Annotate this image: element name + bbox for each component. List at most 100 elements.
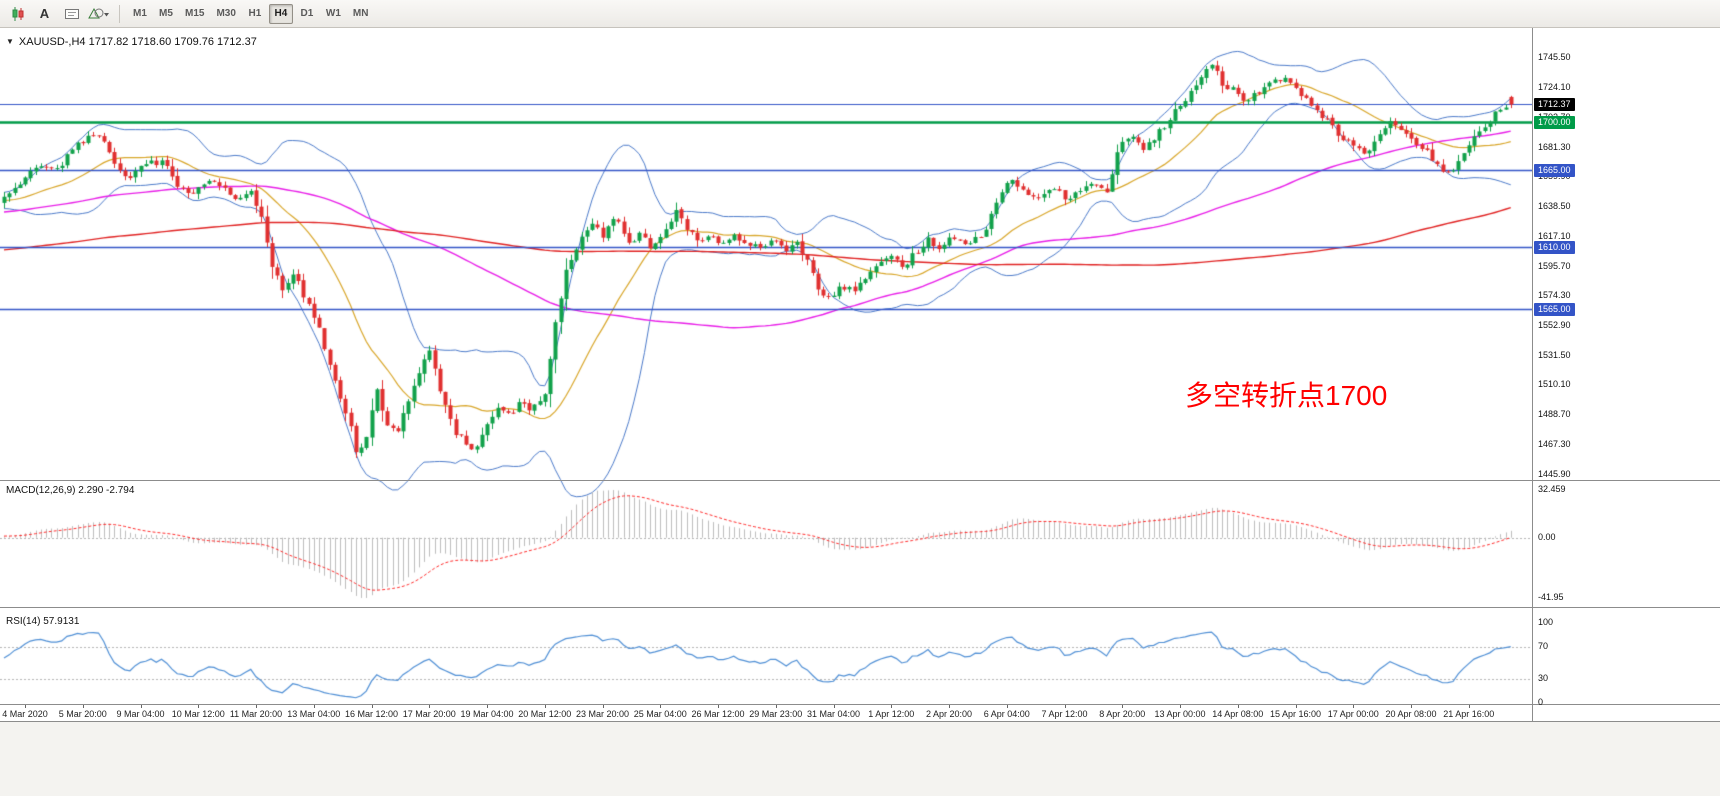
time-axis-label: 1 Apr 12:00 xyxy=(868,709,915,719)
macd-axis-label: 0.00 xyxy=(1538,531,1556,542)
bottom-strip xyxy=(0,722,1720,796)
price-level-badge: 1665.00 xyxy=(1534,164,1575,178)
timeframe-group: M1 M5 M15 M30 H1 H4 D1 W1 MN xyxy=(128,3,373,24)
price-scale[interactable]: 1745.501724.101702.701681.301659.901638.… xyxy=(1533,28,1720,722)
time-tick xyxy=(1006,705,1008,708)
timeframe-button-h4[interactable]: H4 xyxy=(268,3,293,24)
time-tick xyxy=(891,705,893,708)
candlestick-mode-icon[interactable] xyxy=(5,3,30,25)
timeframe-button-d1[interactable]: D1 xyxy=(300,8,314,19)
price-axis-label: 1552.90 xyxy=(1538,319,1571,330)
time-axis-label: 23 Mar 20:00 xyxy=(575,709,630,719)
timeframe-button-m1[interactable]: M1 xyxy=(133,8,147,19)
time-axis-label: 2 Apr 20:00 xyxy=(925,709,973,719)
price-axis-label: 1745.50 xyxy=(1538,52,1571,63)
time-tick xyxy=(1353,705,1355,708)
time-tick xyxy=(833,705,835,708)
price-axis-label: 1681.30 xyxy=(1538,141,1571,152)
panel-separator[interactable] xyxy=(0,607,1720,608)
time-tick xyxy=(718,705,719,708)
time-tick xyxy=(82,705,84,708)
time-axis-label: 15 Apr 16:00 xyxy=(1269,709,1322,719)
time-tick xyxy=(140,705,142,708)
time-axis-label: 17 Mar 20:00 xyxy=(402,709,456,719)
time-axis-label: 20 Mar 12:00 xyxy=(518,709,572,719)
timeframe-button-w1[interactable]: W1 xyxy=(325,8,341,19)
time-axis-label: 26 Mar 12:00 xyxy=(691,709,745,719)
time-axis-label: 10 Mar 12:00 xyxy=(171,709,225,719)
chart-title: ▼ XAUUSD-,H4 1717.82 1718.60 1709.76 171… xyxy=(6,36,257,48)
chart-annotation[interactable]: 多空转折点1700 xyxy=(1185,380,1388,411)
price-level-badge: 1700.00 xyxy=(1534,115,1575,129)
price-level-badge: 1565.00 xyxy=(1534,303,1575,317)
time-tick xyxy=(1122,705,1124,708)
text-tool-icon[interactable]: A xyxy=(39,6,50,21)
price-axis-label: 1445.90 xyxy=(1538,468,1571,479)
price-axis-label: 1488.70 xyxy=(1538,409,1571,420)
rsi-axis-label: 70 xyxy=(1538,641,1549,651)
time-axis-label: 8 Apr 20:00 xyxy=(1099,709,1146,719)
time-tick xyxy=(487,705,488,708)
time-tick xyxy=(1180,705,1181,708)
time-axis-label: 20 Apr 08:00 xyxy=(1385,709,1437,719)
time-scale[interactable]: 4 Mar 2020 5 Mar 20:00 9 Mar 04:00 10 Mar 1… xyxy=(0,705,1532,722)
macd-axis-label: 32.459 xyxy=(1538,484,1566,494)
price-axis-label: 1638.50 xyxy=(1538,201,1571,212)
price-axis-label: 1531.50 xyxy=(1538,349,1571,360)
time-axis-label: 13 Apr 00:00 xyxy=(1154,709,1206,719)
time-axis-label: 19 Mar 04:00 xyxy=(460,709,514,719)
time-tick xyxy=(1237,705,1239,708)
time-tick xyxy=(775,705,777,708)
time-axis-label: 6 Apr 04:00 xyxy=(983,709,1030,719)
time-tick xyxy=(25,705,26,708)
time-tick xyxy=(256,705,257,708)
time-tick xyxy=(1411,705,1412,708)
time-axis-label: 29 Mar 23:00 xyxy=(749,709,803,719)
time-axis-label: 13 Mar 04:00 xyxy=(287,709,341,719)
time-axis-label: 31 Mar 04:00 xyxy=(806,709,861,719)
rsi-axis-label: 30 xyxy=(1538,673,1549,683)
timeframe-button-mn[interactable]: MN xyxy=(352,8,369,19)
time-axis-label: 21 Apr 16:00 xyxy=(1443,709,1495,719)
time-tick xyxy=(429,705,431,708)
toolbar-separator xyxy=(119,4,120,23)
time-tick xyxy=(544,705,546,708)
time-axis-label: 5 Mar 20:00 xyxy=(58,709,107,719)
timeframe-button-m30[interactable]: M30 xyxy=(216,8,236,19)
rsi-axis-label: 100 xyxy=(1538,617,1554,627)
chart-bottom-edge xyxy=(0,721,1720,722)
time-tick xyxy=(660,705,662,708)
chart-area: ▼ XAUUSD-,H4 1717.82 1718.60 1709.76 171… xyxy=(0,28,1720,722)
time-tick xyxy=(602,705,604,708)
timeframe-button-m15[interactable]: M15 xyxy=(185,8,205,19)
time-axis-label: 17 Apr 00:00 xyxy=(1327,709,1379,719)
time-tick xyxy=(313,705,315,708)
price-level-badge: 1610.00 xyxy=(1534,240,1575,254)
shapes-icon[interactable] xyxy=(86,3,111,25)
chart-dropdown-icon[interactable]: ▼ xyxy=(6,37,14,46)
price-level-badge: 1712.37 xyxy=(1534,98,1575,112)
rsi-label: RSI(14) 57.9131 xyxy=(6,616,80,627)
time-scale-separator xyxy=(0,704,1720,705)
rsi-axis-label: 0 xyxy=(1538,697,1544,707)
time-axis-label: 25 Mar 04:00 xyxy=(633,709,687,719)
price-axis-label: 1467.30 xyxy=(1538,438,1571,449)
timeframe-button-m5[interactable]: M5 xyxy=(159,8,173,19)
price-axis-label: 1595.70 xyxy=(1538,260,1571,271)
time-tick xyxy=(1468,705,1470,708)
time-axis-label: 11 Mar 20:00 xyxy=(229,709,283,719)
chart-canvas[interactable] xyxy=(0,28,1532,704)
text-label-icon[interactable] xyxy=(59,3,84,25)
time-axis-label: 7 Apr 12:00 xyxy=(1041,709,1088,719)
time-tick xyxy=(1295,705,1297,708)
price-axis-label: 1724.10 xyxy=(1538,82,1571,93)
timeframe-button-h1[interactable]: H1 xyxy=(248,8,262,19)
time-tick xyxy=(198,705,200,708)
time-tick xyxy=(949,705,950,708)
price-axis-label: 1574.30 xyxy=(1538,290,1571,301)
price-scale-separator xyxy=(1532,28,1533,722)
time-axis-label: 9 Mar 04:00 xyxy=(116,709,165,719)
panel-separator[interactable] xyxy=(0,480,1720,481)
price-axis-label: 1510.10 xyxy=(1538,379,1571,390)
chart-title-text: XAUUSD-,H4 1717.82 1718.60 1709.76 1712.… xyxy=(18,36,257,48)
